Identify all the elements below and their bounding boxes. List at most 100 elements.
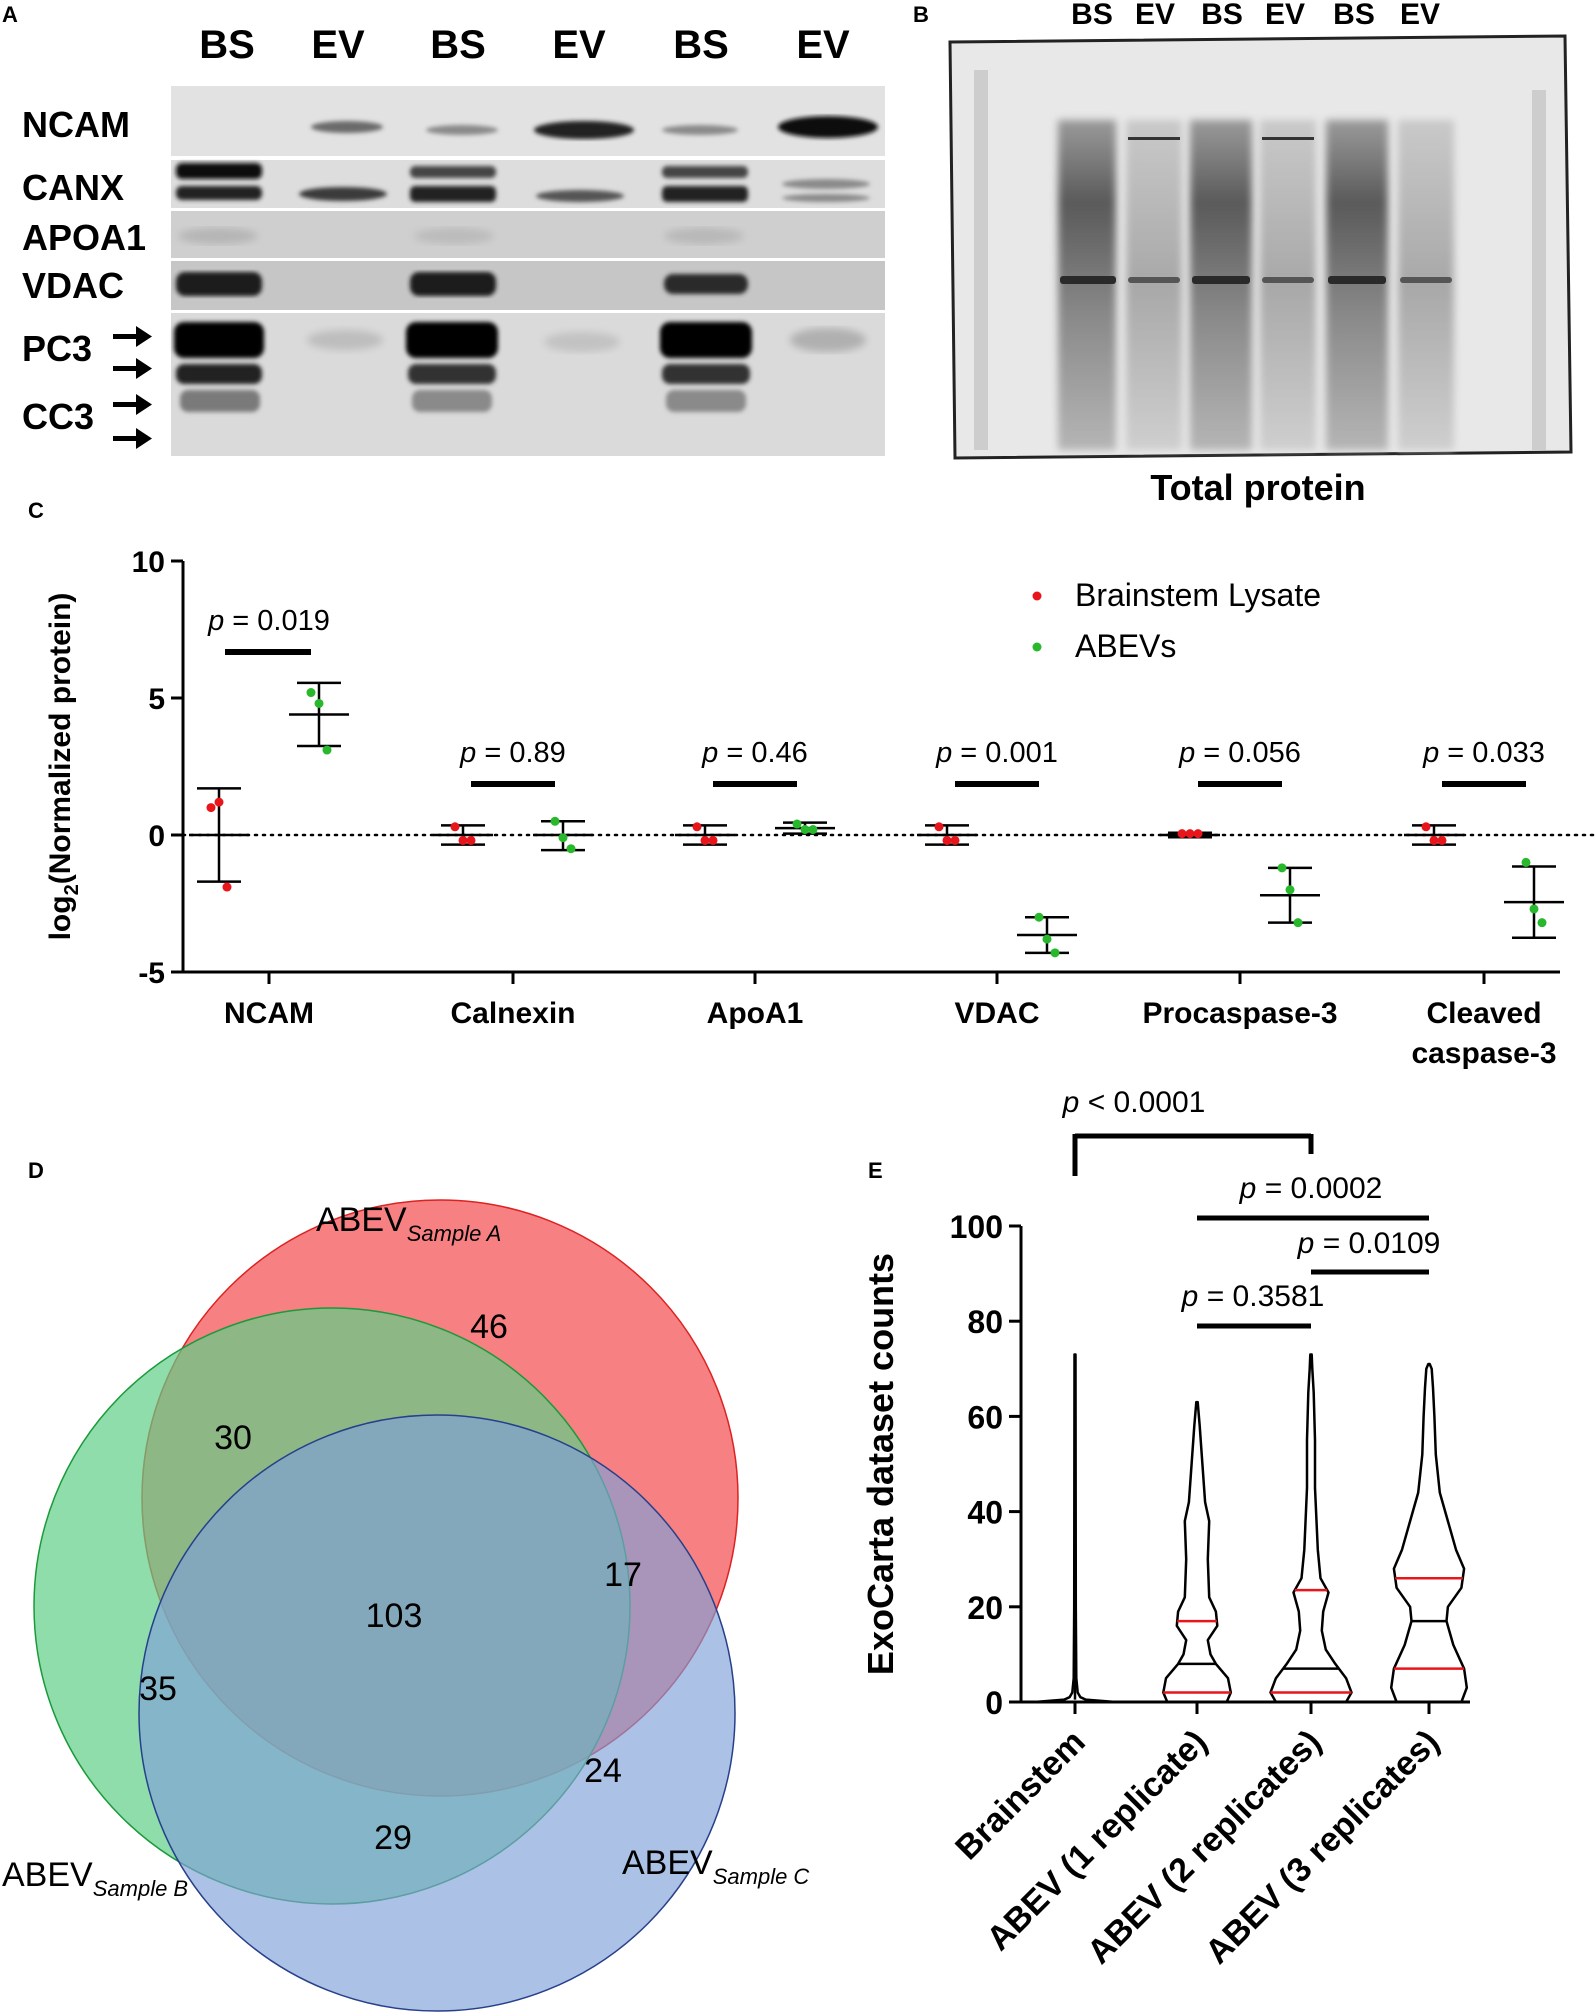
data-point <box>222 882 232 892</box>
panel-a-lane-labels: BS EV BS EV BS EV <box>199 23 850 67</box>
lane-label: BS <box>430 23 486 67</box>
y-tick-label: 5 <box>148 683 165 716</box>
data-point <box>458 835 468 845</box>
band <box>778 116 878 138</box>
band <box>662 166 748 178</box>
violin-shape <box>1269 1353 1353 1704</box>
data-point <box>306 688 316 698</box>
data-point <box>1177 829 1187 839</box>
venn-count-bc: 29 <box>374 1819 412 1857</box>
data-point <box>450 822 460 832</box>
data-point <box>692 822 702 832</box>
data-point <box>550 816 560 826</box>
band <box>790 328 866 352</box>
band <box>662 125 738 135</box>
x-tick-label: caspase-3 <box>1411 1037 1556 1070</box>
y-axis-label-subscript: 2 <box>61 884 83 895</box>
band-arrows <box>113 326 152 449</box>
venn-count-ac: 17 <box>604 1556 642 1594</box>
y-axis-label-part: (Normalized protein) <box>44 593 77 885</box>
venn-set-name: ABEV <box>622 1844 713 1882</box>
venn-count-c-only: 24 <box>584 1752 622 1790</box>
data-point <box>934 822 944 832</box>
p-value-label: p = 0.0002 <box>1239 1172 1383 1205</box>
data-point <box>1050 948 1060 958</box>
gel-lane <box>1058 120 1116 450</box>
blot-label: CANX <box>22 167 124 208</box>
legend-label: Brainstem Lysate <box>1075 577 1321 613</box>
panel-d-letter: D <box>28 1158 44 1183</box>
y-axis-label: ExoCarta dataset counts <box>860 1253 901 1675</box>
band <box>662 364 750 384</box>
band <box>412 390 492 412</box>
band <box>662 186 748 202</box>
gel-lane <box>1260 120 1316 450</box>
data-point <box>558 833 568 843</box>
panel-b: B BS EV BS EV BS EV Total protein <box>913 0 1573 508</box>
band <box>299 187 387 201</box>
venn-set-subscript: Sample C <box>713 1864 810 1889</box>
band <box>426 125 498 135</box>
y-axis-label-part: log <box>44 895 77 940</box>
p-symbol: p <box>1181 1280 1199 1313</box>
data-point <box>1034 912 1044 922</box>
band <box>1400 277 1452 283</box>
venn-set-label: ABEVSample B <box>2 1856 188 1901</box>
band <box>410 186 496 202</box>
lane-label: EV <box>1265 0 1305 31</box>
p-value: = 0.0109 <box>1314 1227 1440 1260</box>
p-value: = 0.89 <box>476 737 566 769</box>
data-point <box>1537 918 1547 928</box>
p-symbol: p <box>935 737 952 769</box>
p-value: = 0.46 <box>718 737 808 769</box>
x-tick-label: VDAC <box>954 997 1039 1030</box>
y-tick-label: 40 <box>967 1495 1003 1531</box>
band <box>414 228 494 244</box>
p-value: = 0.3581 <box>1198 1280 1324 1313</box>
data-point <box>942 835 952 845</box>
legend-label: ABEVs <box>1075 628 1176 664</box>
band <box>782 179 870 189</box>
gel-lane <box>1190 120 1252 450</box>
blot-strip-canx <box>171 160 885 208</box>
band <box>178 228 258 244</box>
lane-label: BS <box>1333 0 1375 31</box>
x-tick-label: Cleaved <box>1426 997 1541 1030</box>
y-tick-label: 0 <box>148 820 165 853</box>
lane-label: BS <box>673 23 729 67</box>
venn-count-abc: 103 <box>366 1597 423 1635</box>
y-tick-label: 80 <box>967 1304 1003 1340</box>
band <box>666 390 746 412</box>
panel-b-letter: B <box>913 2 929 27</box>
band <box>536 190 624 202</box>
x-tick-label: Procaspase-3 <box>1142 997 1337 1030</box>
total-protein-caption: Total protein <box>1150 467 1365 508</box>
data-point <box>808 825 818 835</box>
blot-label: CC3 <box>22 396 94 437</box>
x-tick-label: ABEV (3 replicates) <box>1198 1723 1447 1972</box>
p-symbol: p <box>207 605 224 637</box>
band <box>174 322 264 358</box>
venn-set-c <box>138 1414 736 2012</box>
p-value-label: p = 0.89 <box>459 737 566 769</box>
data-point <box>206 803 216 813</box>
panel-e-letter: E <box>868 1158 883 1183</box>
data-point <box>1193 829 1203 839</box>
arrow-icon <box>113 326 152 347</box>
arrow-icon <box>113 428 152 449</box>
p-value: = 0.019 <box>224 605 330 637</box>
p-symbol: p <box>1422 737 1439 769</box>
p-value: < 0.0001 <box>1079 1086 1205 1119</box>
scatter-plot: -5 0 5 10 log2(Normalized protein) NCAM p = 0.… <box>44 546 1595 1070</box>
band <box>176 364 262 384</box>
band <box>1262 137 1314 140</box>
band <box>311 121 383 133</box>
y-tick-label: 20 <box>967 1590 1003 1626</box>
panel-a-letter: A <box>2 2 18 27</box>
band <box>176 186 262 200</box>
band <box>410 272 496 296</box>
data-point <box>1437 835 1447 845</box>
blot-images <box>171 86 885 456</box>
band <box>1192 276 1250 284</box>
